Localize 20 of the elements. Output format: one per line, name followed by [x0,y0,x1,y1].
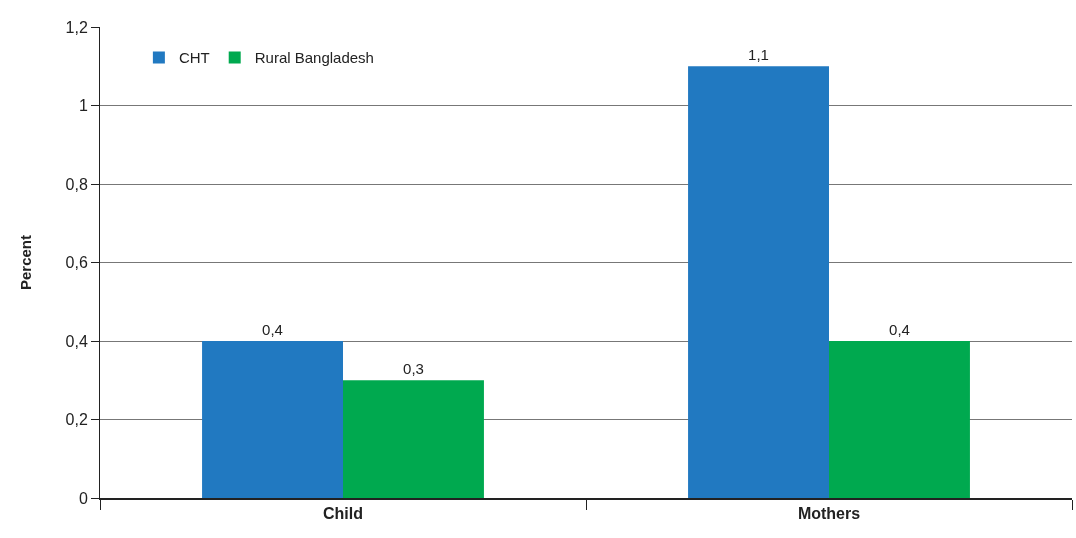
y-axis-title: Percent [16,234,34,291]
bar [688,66,829,498]
data-label: 1,1 [748,46,769,64]
y-tick-label: 0,4 [65,332,88,350]
bar [343,380,484,498]
legend-label: CHT [178,49,210,67]
y-tick-label: 0,8 [65,175,88,193]
y-tick-label: 1 [78,97,88,115]
bar [202,341,343,498]
y-tick-label: 0,2 [65,411,88,429]
legend-label: Rural Bangladesh [254,49,374,67]
x-tick-label: Child [323,505,363,523]
y-tick-label: 1,2 [65,18,88,36]
data-label: 0,4 [889,321,910,338]
bar [829,341,970,498]
data-label: 0,4 [262,321,283,338]
y-tick-label: 0 [78,489,88,507]
data-label: 0,3 [403,360,424,378]
x-tick-label: Mothers [797,505,861,523]
y-tick-label: 0,6 [65,254,88,272]
